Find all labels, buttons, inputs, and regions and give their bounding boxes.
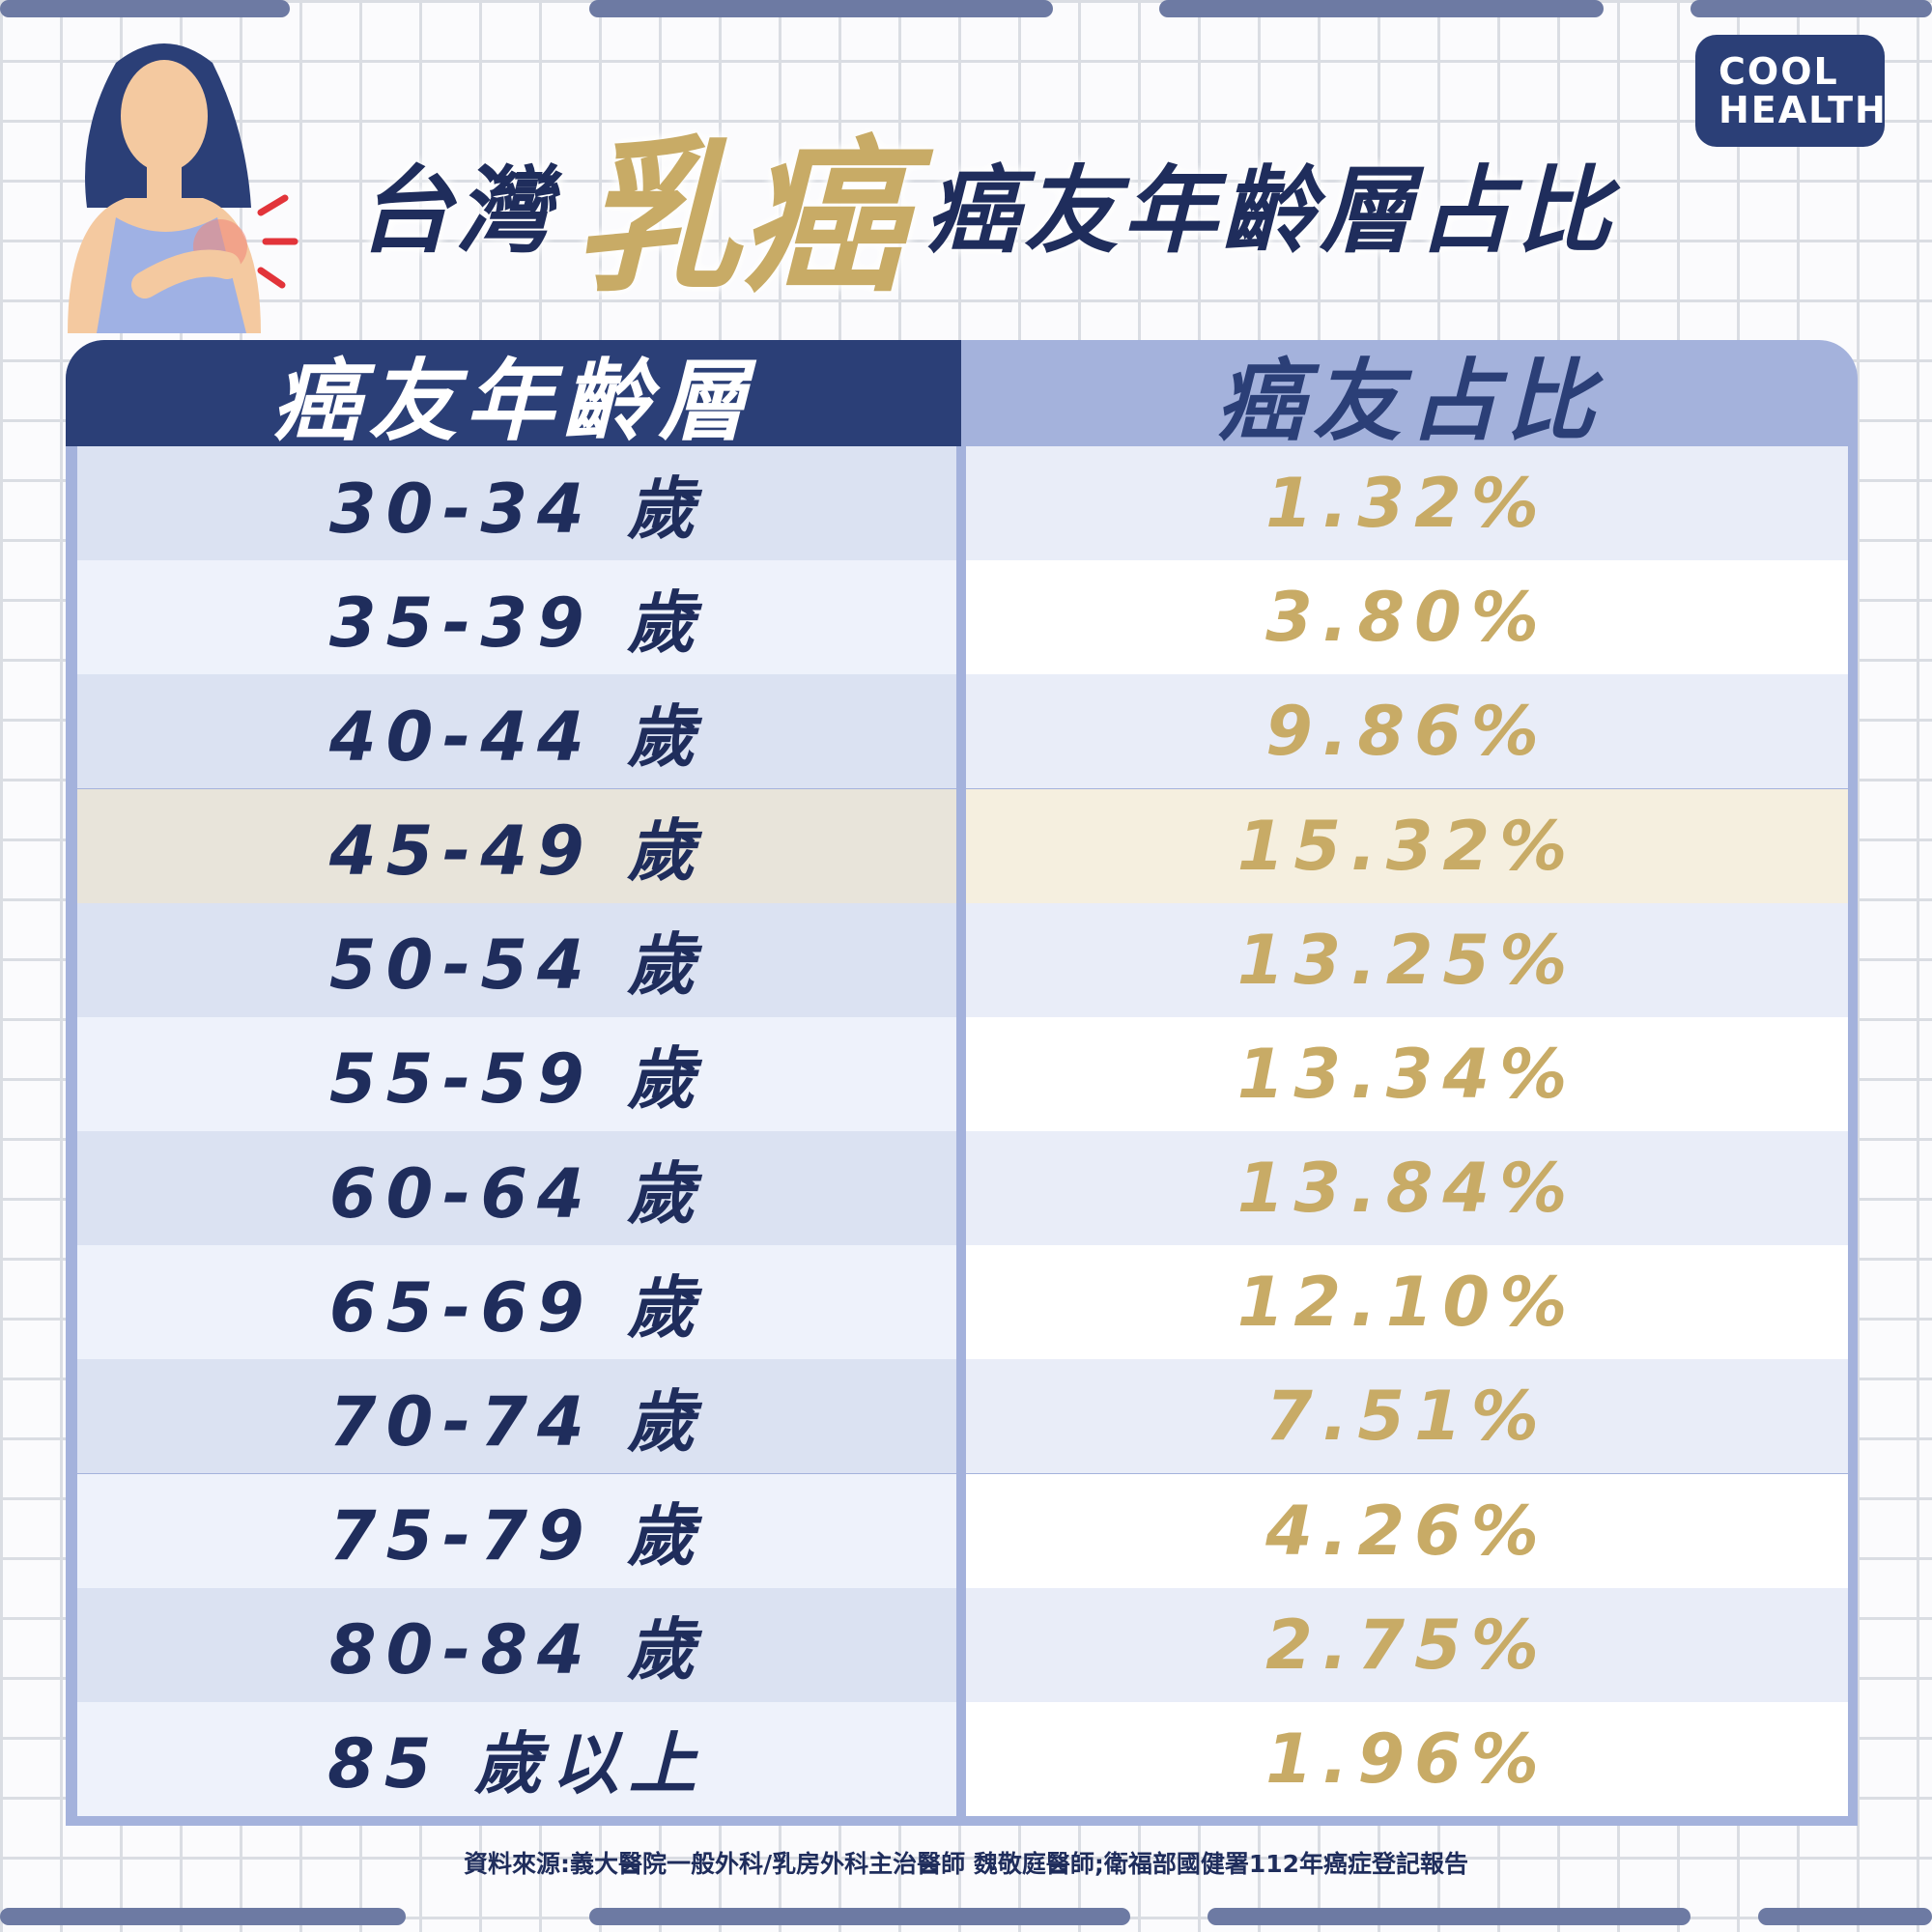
title-text: 台灣 [357, 156, 555, 267]
age-cell: 75-79 歲 [77, 1473, 956, 1588]
age-cell: 55-59 歲 [77, 1016, 956, 1131]
decor [0, 1908, 406, 1925]
age-cell: 70-74 歲 [77, 1359, 956, 1474]
column-header: 癌友占比 [1215, 349, 1603, 453]
logo-text: HEALTH [1719, 89, 1888, 131]
table: 癌友年齡層 癌友占比 30-34 歲 1.32% 35-39 歲 3.80% 40-44… [66, 340, 1858, 1826]
source: 資料來源:義大醫院一般外科/乳房外科主治醫師 魏敬庭醫師;衛福部國健署112年癌… [463, 1850, 1469, 1878]
decor [0, 0, 290, 17]
decor [589, 0, 1053, 17]
percent-cell: 3.80% [966, 560, 1848, 675]
decor [1208, 1908, 1690, 1925]
percent-cell: 9.86% [966, 674, 1848, 789]
logo: COOL HEALTH [1695, 35, 1888, 147]
illustration [68, 43, 298, 333]
percent-cell: 13.84% [966, 1131, 1848, 1246]
age-cell: 80-84 歲 [77, 1587, 956, 1702]
percent-cell: 4.26% [966, 1473, 1848, 1588]
title-highlight: 乳癌 [574, 121, 907, 315]
percent-cell: 13.34% [966, 1016, 1848, 1131]
decor [589, 1908, 1130, 1925]
decor [1159, 0, 1604, 17]
age-cell: 35-39 歲 [77, 560, 956, 675]
column-header: 癌友年齡層 [66, 340, 961, 453]
percent-cell: 13.25% [966, 902, 1848, 1017]
logo-text: COOL [1719, 50, 1839, 93]
percent-cell: 7.51% [966, 1359, 1848, 1474]
age-cell: 45-49 歲 [77, 788, 956, 903]
percent-cell: 1.32% [966, 446, 1848, 561]
title: 台灣 乳癌 癌友年齡層占比 [357, 97, 1616, 315]
percent-cell: 2.75% [966, 1587, 1848, 1702]
percent-cell: 1.96% [966, 1701, 1848, 1816]
age-cell: 60-64 歲 [77, 1131, 956, 1246]
percent-cell: 15.32% [966, 788, 1848, 903]
percent-cell: 12.10% [966, 1245, 1848, 1360]
decor [1690, 0, 1932, 17]
decor [1758, 1908, 1932, 1925]
age-cell: 40-44 歲 [77, 674, 956, 789]
age-cell: 50-54 歲 [77, 902, 956, 1017]
age-cell: 85 歲以上 [77, 1701, 956, 1816]
age-cell: 65-69 歲 [77, 1245, 956, 1360]
title-text: 癌友年齡層占比 [925, 156, 1616, 267]
age-cell: 30-34 歲 [77, 446, 956, 561]
